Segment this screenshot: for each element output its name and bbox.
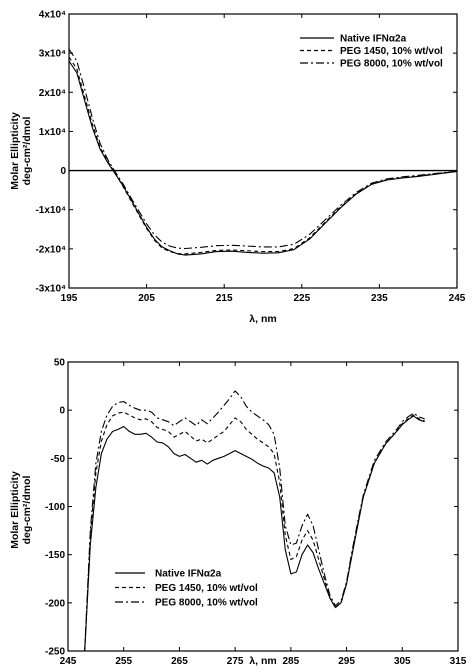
y-axis-label: Molar Ellipticity deg-cm²/dmol — [9, 471, 33, 549]
legend-label: PEG 1450, 10% wt/vol — [155, 583, 258, 594]
y-tick-label: 3x10⁴ — [39, 49, 66, 60]
y-tick-label: 2x10⁴ — [39, 88, 66, 99]
legend-label: PEG 8000, 10% wt/vol — [340, 59, 443, 70]
y-axis-label-line2: deg-cm²/dmol — [21, 117, 33, 186]
chart-cd-far-uv: 195 205 215 225 235 245 4x10⁴ 3x10⁴ 2x10⁴ 1x10⁴ 0 -… — [9, 10, 466, 326]
x-tick-label: 195 — [61, 293, 78, 304]
series-line-2 — [84, 411, 425, 652]
y-tick-label: -150 — [45, 550, 65, 561]
x-axis-label: λ, nm — [249, 313, 276, 325]
legend-label: PEG 8000, 10% wt/vol — [155, 598, 258, 609]
x-tick-label: 265 — [171, 656, 188, 667]
series-line-2 — [68, 56, 458, 255]
x-axis-label: λ, nm — [249, 655, 276, 667]
y-tick-label: -1x10⁴ — [35, 205, 66, 216]
series-line-3 — [68, 48, 458, 250]
y-tick-label: -50 — [51, 454, 66, 465]
series-line-3 — [84, 390, 425, 652]
legend-label: Native IFNα2a — [155, 569, 222, 580]
chart-cd-near-uv: 245 255 265 275 285 295 305 315 50 0 -50 -100 -150 -2… — [9, 358, 467, 668]
x-tick-label: 305 — [394, 656, 411, 667]
y-tick-label: -200 — [45, 598, 65, 609]
x-tick-label: 255 — [115, 656, 132, 667]
y-tick-label: 1x10⁴ — [39, 127, 66, 138]
x-tick-label: 275 — [227, 656, 244, 667]
legend-label: PEG 1450, 10% wt/vol — [340, 46, 443, 57]
y-axis-label-line2: deg-cm²/dmol — [21, 476, 33, 545]
y-tick-label: -250 — [45, 647, 65, 658]
y-axis-label: Molar Ellipticity deg-cm²/dmol — [9, 112, 33, 190]
series-line-1 — [68, 60, 458, 256]
y-axis-label-line1: Molar Ellipticity — [9, 112, 21, 190]
x-tick-label: 295 — [338, 656, 355, 667]
y-tick-label: 0 — [60, 166, 66, 177]
y-tick-label: 0 — [59, 406, 65, 417]
x-tick-label: 315 — [450, 656, 467, 667]
y-tick-label: 50 — [54, 358, 66, 369]
x-tick-label: 245 — [449, 293, 466, 304]
x-tick-label: 205 — [138, 293, 155, 304]
x-tick-label: 225 — [293, 293, 310, 304]
series-line-1 — [84, 415, 425, 652]
y-tick-label: -100 — [45, 502, 65, 513]
legend-label: Native IFNα2a — [340, 34, 407, 45]
y-tick-label: 4x10⁴ — [39, 10, 66, 21]
x-tick-label: 245 — [60, 656, 77, 667]
y-tick-label: -3x10⁴ — [35, 284, 66, 295]
x-tick-label: 285 — [283, 656, 300, 667]
plot-frame — [67, 361, 459, 652]
x-tick-label: 235 — [371, 293, 388, 304]
y-axis-label-line1: Molar Ellipticity — [9, 471, 21, 549]
y-tick-label: -2x10⁴ — [35, 244, 66, 255]
plot-frame — [68, 13, 458, 289]
x-tick-label: 215 — [216, 293, 233, 304]
